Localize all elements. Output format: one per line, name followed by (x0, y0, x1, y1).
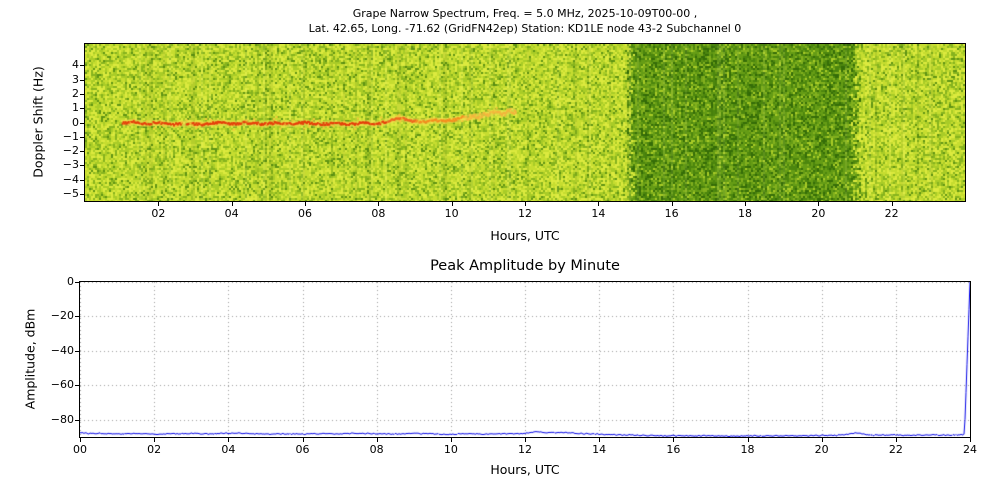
spectrogram-title-line2: Lat. 42.65, Long. -71.62 (GridFN42ep) St… (308, 22, 742, 35)
amplitude-x-tickmark (525, 438, 526, 442)
amplitude-x-tick-label: 24 (963, 443, 977, 456)
spectrogram-x-tickmark (818, 202, 820, 206)
spectrogram-x-tick-label: 18 (738, 207, 752, 220)
amplitude-x-tickmark (895, 438, 897, 442)
spectrogram-x-axis-label: Hours, UTC (490, 228, 560, 243)
spectrogram-x-tick-label: 14 (591, 207, 606, 220)
amplitude-x-tickmark (599, 438, 601, 442)
spectrogram-y-tick-label: 2 (72, 86, 79, 100)
spectrogram-y-tick-label: 3 (72, 72, 79, 86)
spectrogram-plot (84, 43, 966, 202)
amplitude-x-tickmark (821, 438, 823, 442)
spectrogram-x-tickmark (891, 202, 893, 206)
amplitude-plot (79, 281, 971, 438)
spectrogram-y-tick-label: 4 (72, 58, 79, 72)
spectrogram-y-tick-label: 1 (72, 101, 79, 115)
spectrogram-y-tickmark (80, 108, 84, 110)
amplitude-x-tick-label: 14 (592, 443, 607, 456)
spectrogram-x-tickmark (231, 202, 233, 206)
amplitude-y-tick-label: −40 (50, 343, 74, 357)
spectrogram-x-tickmark (378, 202, 380, 206)
amplitude-x-tickmark (80, 438, 81, 442)
amplitude-y-tickmark (75, 316, 79, 318)
amplitude-y-tickmark (75, 350, 79, 352)
amplitude-x-tick-label: 06 (295, 443, 310, 456)
amplitude-x-tickmark (747, 438, 749, 442)
amplitude-x-tickmark (450, 438, 452, 442)
spectrogram-x-tick-label: 02 (151, 207, 166, 220)
amplitude-x-tick-label: 10 (443, 443, 458, 456)
amplitude-x-tick-label: 12 (518, 443, 532, 456)
amplitude-x-tick-label: 18 (740, 443, 755, 456)
spectrogram-y-tickmark (80, 65, 84, 67)
amplitude-y-tickmark (75, 385, 79, 387)
spectrogram-x-tick-label: 10 (444, 207, 459, 220)
spectrogram-x-tickmark (671, 202, 673, 206)
spectrogram-y-tickmark (80, 193, 84, 195)
spectrogram-y-tickmark (80, 122, 84, 124)
amplitude-x-tick-label: 00 (73, 443, 87, 456)
amplitude-x-tickmark (228, 438, 230, 442)
spectrogram-y-tick-label: −2 (62, 144, 79, 158)
amplitude-x-tick-label: 02 (147, 443, 162, 456)
spectrogram-y-tick-label: −5 (62, 186, 79, 200)
spectrogram-x-tick-label: 20 (811, 207, 826, 220)
amplitude-chart-title: Peak Amplitude by Minute (430, 258, 620, 274)
amplitude-x-tick-label: 16 (666, 443, 681, 456)
amplitude-x-tick-label: 20 (814, 443, 829, 456)
spectrogram-x-tickmark (158, 202, 160, 206)
amplitude-y-tick-label: 0 (67, 275, 74, 288)
spectrogram-y-tickmark (80, 136, 84, 138)
amplitude-x-tick-label: 22 (888, 443, 903, 456)
amplitude-x-tickmark (376, 438, 378, 442)
amplitude-y-tick-label: −80 (50, 412, 74, 426)
amplitude-x-tickmark (154, 438, 156, 442)
amplitude-y-tickmark (75, 282, 79, 283)
spectrogram-x-tick-label: 06 (298, 207, 312, 220)
amplitude-y-tickmark (75, 419, 79, 421)
amplitude-x-tick-label: 04 (221, 443, 236, 456)
spectrogram-y-tick-label: 0 (72, 115, 79, 129)
amplitude-x-tickmark (673, 438, 675, 442)
spectrogram-y-tick-label: −3 (62, 158, 79, 172)
amplitude-x-axis-label: Hours, UTC (490, 462, 560, 477)
spectrogram-x-tick-label: 22 (884, 207, 899, 220)
amplitude-y-tick-label: −60 (50, 378, 74, 392)
spectrogram-x-tickmark (745, 202, 746, 206)
spectrogram-y-tick-label: −1 (62, 129, 79, 143)
spectrogram-title-line1: Grape Narrow Spectrum, Freq. = 5.0 MHz, … (352, 7, 698, 20)
spectrogram-x-tickmark (525, 202, 526, 206)
spectrogram-y-tickmark (80, 93, 84, 95)
spectrogram-x-tick-label: 08 (371, 207, 386, 220)
spectrogram-x-tickmark (451, 202, 453, 206)
spectrogram-x-tick-label: 04 (224, 207, 239, 220)
spectrogram-x-tick-label: 12 (518, 207, 532, 220)
amplitude-x-tickmark (302, 438, 304, 442)
spectrogram-y-tickmark (80, 165, 84, 167)
amplitude-y-tick-label: −20 (50, 309, 74, 323)
amplitude-x-tick-label: 08 (369, 443, 384, 456)
amplitude-y-axis-label: Amplitude, dBm (22, 308, 38, 410)
spectrogram-y-tickmark (80, 79, 84, 81)
spectrogram-y-tick-label: −4 (62, 172, 79, 186)
spectrogram-y-tickmark (80, 179, 84, 181)
amplitude-x-tickmark (970, 438, 971, 442)
spectrogram-y-tickmark (80, 151, 84, 153)
spectrogram-x-tick-label: 16 (664, 207, 679, 220)
spectrogram-x-tickmark (305, 202, 306, 206)
spectrogram-x-tickmark (598, 202, 600, 206)
